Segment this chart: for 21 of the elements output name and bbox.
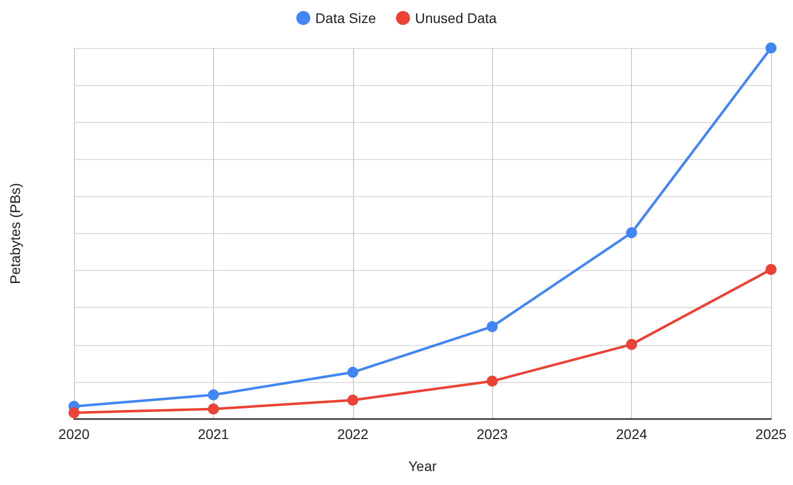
x-axis-title: Year: [408, 458, 437, 474]
x-tick-label: 2022: [337, 426, 369, 442]
point: [208, 389, 219, 400]
point: [68, 407, 80, 418]
x-tick-label: 2024: [616, 426, 648, 442]
point: [486, 321, 498, 332]
x-tick-label: 2020: [58, 426, 90, 442]
point: [347, 366, 358, 378]
legend-label: Data Size: [315, 10, 376, 26]
point: [626, 227, 638, 238]
point: [766, 264, 776, 275]
point: [208, 403, 219, 414]
y-axis-title: Petabytes (PBs): [7, 182, 23, 284]
x-tick-label: 2021: [198, 426, 230, 442]
x-tick-label: 2023: [476, 426, 508, 442]
point: [766, 42, 776, 54]
point: [347, 394, 358, 406]
point: [486, 376, 498, 387]
x-tick-label: 2025: [755, 426, 787, 442]
point: [626, 338, 638, 350]
legend-label: Unused Data: [414, 10, 497, 26]
